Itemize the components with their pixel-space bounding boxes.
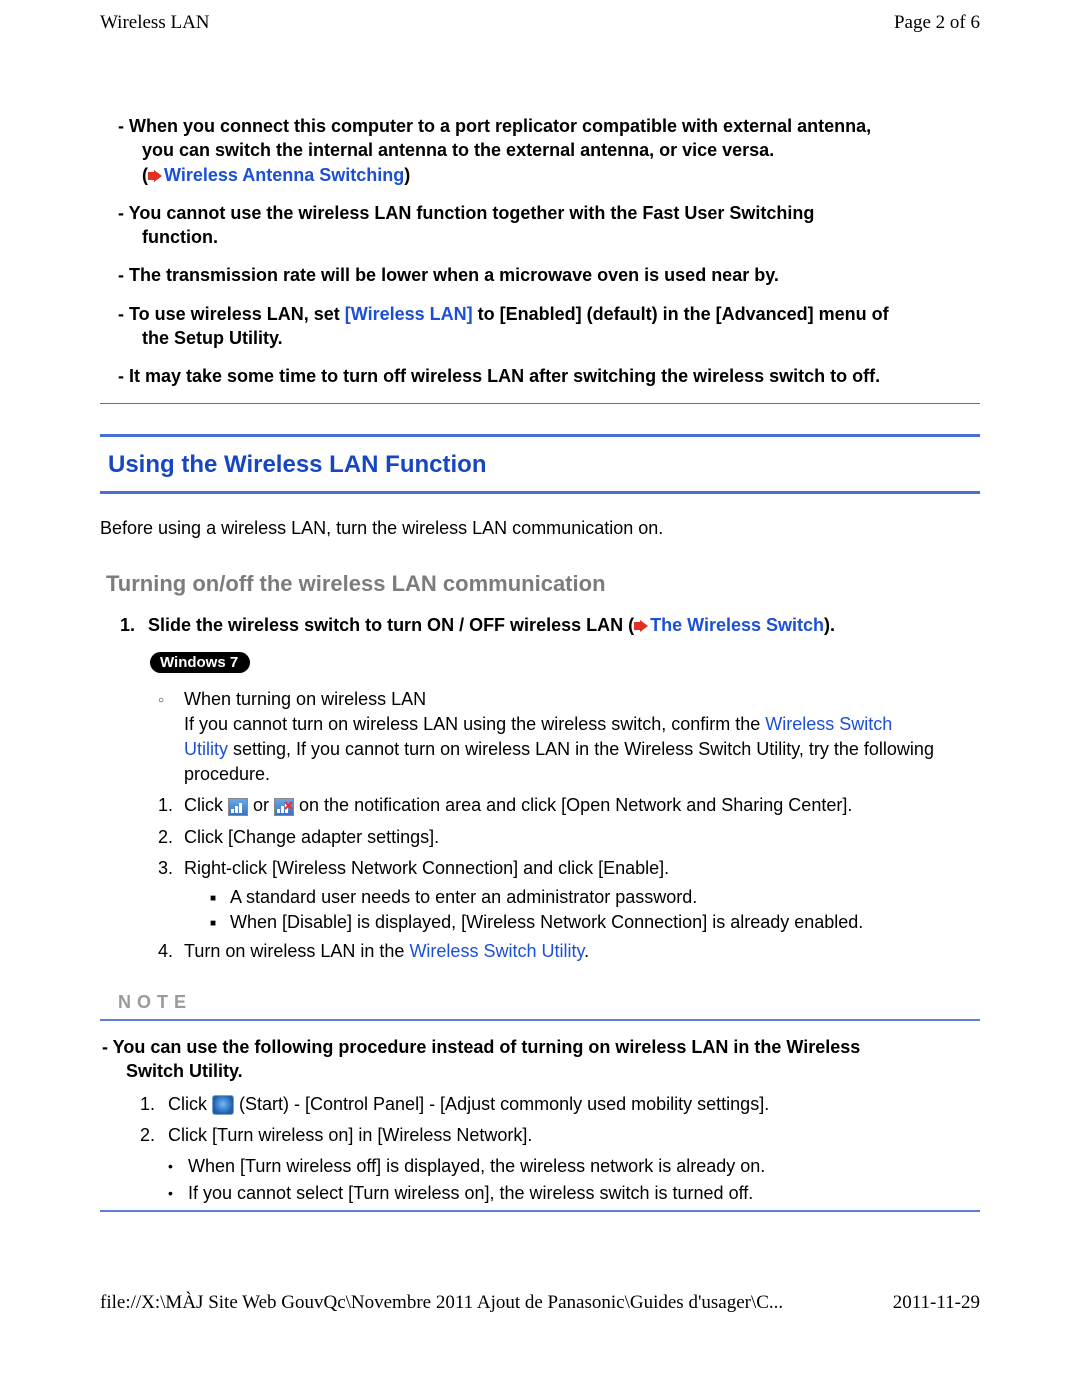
wifi-blue-icon [228, 798, 248, 816]
text: Click [184, 795, 228, 815]
link-wireless-lan-setting[interactable]: [Wireless LAN] [345, 304, 473, 324]
text: Right-click [Wireless Network Connection… [184, 856, 980, 881]
substep-2: 2. Click [Change adapter settings]. [158, 825, 980, 850]
note-bottom-divider [100, 1210, 980, 1212]
text: setting, If you cannot turn on wireless … [184, 739, 934, 784]
text: When [Disable] is displayed, [Wireless N… [230, 912, 980, 933]
sq-disable-displayed: ■ When [Disable] is displayed, [Wireless… [210, 912, 980, 933]
text: If you cannot turn on wireless LAN using… [184, 714, 765, 734]
footer-path: file://X:\MÀJ Site Web GouvQc\Novembre 2… [100, 1292, 783, 1314]
circle-marker-icon [158, 687, 184, 788]
text: ). [824, 615, 835, 635]
note-label: NOTE [118, 992, 980, 1013]
bullet-marker-icon: • [168, 1156, 188, 1177]
text: function. [142, 227, 218, 247]
link-wireless-switch-utility-3[interactable]: Wireless Switch Utility [409, 941, 584, 961]
divider [100, 403, 980, 404]
substep-1: 1. Click or on the notification area and… [158, 793, 980, 818]
bullet-antenna: - When you connect this computer to a po… [100, 114, 980, 187]
text: (Start) - [Control Panel] - [Adjust comm… [234, 1094, 769, 1114]
text: You cannot use the wireless LAN function… [129, 203, 815, 223]
num: 2. [158, 825, 184, 850]
text: Switch Utility. [126, 1061, 243, 1081]
text: on the notification area and click [Open… [294, 795, 852, 815]
note-bullet: - You can use the following procedure in… [100, 1035, 980, 1084]
link-antenna-switching[interactable]: Wireless Antenna Switching [164, 165, 404, 185]
num: 1. [140, 1094, 168, 1115]
link-wireless-switch-utility[interactable]: Wireless Switch [765, 714, 892, 734]
text: When turning on wireless LAN [184, 689, 426, 709]
text: To use wireless LAN, set [129, 304, 345, 324]
footer-date: 2011-11-29 [893, 1292, 980, 1314]
substep-4: 4. Turn on wireless LAN in the Wireless … [158, 939, 980, 964]
text: The transmission rate will be lower when… [129, 265, 779, 285]
bullet-setup-utility: - To use wireless LAN, set [Wireless LAN… [100, 302, 980, 351]
wifi-red-icon [274, 798, 294, 816]
sub-turning-on: When turning on wireless LAN If you cann… [158, 687, 980, 788]
text: . [584, 941, 589, 961]
intro-text: Before using a wireless LAN, turn the wi… [100, 518, 980, 539]
text: A standard user needs to enter an admini… [230, 887, 980, 908]
num: 2. [140, 1125, 168, 1146]
note-divider [100, 1019, 980, 1021]
note-step-1: 1. Click (Start) - [Control Panel] - [Ad… [140, 1094, 980, 1115]
bullet-marker-icon: • [168, 1183, 188, 1204]
step-1: 1. Slide the wireless switch to turn ON … [120, 615, 980, 636]
square-marker-icon: ■ [210, 887, 230, 908]
text: If you cannot select [Turn wireless on],… [188, 1183, 980, 1204]
substep-3: 3. Right-click [Wireless Network Connect… [158, 856, 980, 881]
sq-admin-pw: ■ A standard user needs to enter an admi… [210, 887, 980, 908]
page-number: Page 2 of 6 [894, 12, 980, 34]
link-wireless-switch[interactable]: The Wireless Switch [650, 615, 824, 635]
text: Click [168, 1094, 212, 1114]
text: the Setup Utility. [142, 328, 283, 348]
subheading: Turning on/off the wireless LAN communic… [106, 571, 980, 597]
num: 1. [158, 793, 184, 818]
text: or [248, 795, 274, 815]
text: Click [Turn wireless on] in [Wireless Ne… [168, 1125, 980, 1146]
note-bullet-off-displayed: • When [Turn wireless off] is displayed,… [168, 1156, 980, 1177]
windows7-badge: Windows 7 [150, 652, 250, 673]
link-wireless-switch-utility-2[interactable]: Utility [184, 739, 228, 759]
num: 3. [158, 856, 184, 881]
text: You can use the following procedure inst… [113, 1037, 861, 1057]
arrow-right-icon [148, 170, 162, 182]
note-step-2: 2. Click [Turn wireless on] in [Wireless… [140, 1125, 980, 1146]
text: It may take some time to turn off wirele… [129, 366, 880, 386]
step-num: 1. [120, 615, 148, 636]
square-marker-icon: ■ [210, 912, 230, 933]
section-heading: Using the Wireless LAN Function [108, 451, 980, 479]
text: Turn on wireless LAN in the [184, 941, 409, 961]
text: you can switch the internal antenna to t… [142, 140, 774, 160]
text: When [Turn wireless off] is displayed, t… [188, 1156, 980, 1177]
text: Slide the wireless switch to turn ON / O… [148, 615, 634, 635]
doc-title: Wireless LAN [100, 12, 210, 34]
arrow-right-icon [634, 620, 648, 632]
num: 4. [158, 939, 184, 964]
note-bullet-cannot-select: • If you cannot select [Turn wireless on… [168, 1183, 980, 1204]
text: to [Enabled] (default) in the [Advanced]… [473, 304, 889, 324]
start-orb-icon [212, 1095, 234, 1115]
section-heading-wrap: Using the Wireless LAN Function [100, 434, 980, 494]
bullet-turn-off-time: - It may take some time to turn off wire… [100, 364, 980, 388]
text: When you connect this computer to a port… [129, 116, 871, 136]
bullet-fast-user: - You cannot use the wireless LAN functi… [100, 201, 980, 250]
text: Click [Change adapter settings]. [184, 825, 980, 850]
bullet-microwave: - The transmission rate will be lower wh… [100, 263, 980, 287]
